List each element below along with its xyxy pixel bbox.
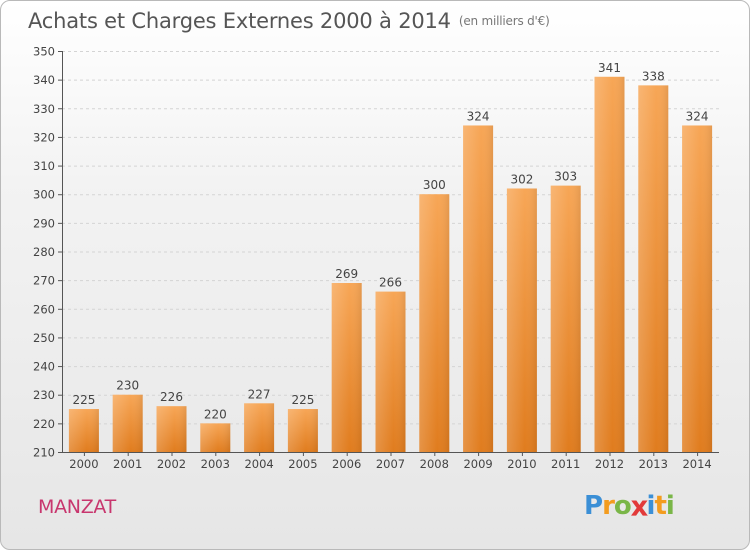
bar-shine (156, 406, 187, 452)
bar-shine (682, 125, 713, 452)
data-label: 225 (72, 393, 95, 407)
y-tick-label: 280 (33, 245, 55, 259)
x-tick-label: 2002 (157, 457, 186, 471)
bar-shine (506, 188, 537, 452)
x-tick-label: 2007 (376, 457, 405, 471)
y-tick-label: 240 (33, 360, 55, 374)
data-label: 341 (598, 61, 621, 75)
data-label: 225 (291, 393, 314, 407)
data-label: 300 (423, 178, 446, 192)
x-tick-label: 2014 (682, 457, 711, 471)
x-tick-label: 2005 (288, 457, 317, 471)
bar-shine (244, 403, 275, 452)
data-label: 338 (642, 69, 665, 83)
y-tick-label: 350 (33, 45, 55, 59)
bar-shine (550, 185, 581, 452)
bars (68, 76, 713, 453)
x-tick-label: 2006 (332, 457, 361, 471)
y-tick-label: 220 (33, 417, 55, 431)
labels: 210 220 230 240 250 260 270 280 290 300 310 320 330 3… (33, 45, 712, 472)
logo-letter: x (630, 491, 648, 523)
data-label: 226 (160, 390, 183, 404)
y-tick-label: 230 (33, 388, 55, 402)
data-label: 230 (116, 379, 139, 393)
bar-shine (287, 409, 318, 452)
logo-letter: i (665, 491, 675, 521)
bar-shine (331, 283, 362, 452)
data-label: 220 (204, 407, 227, 421)
chart-subtitle: (en milliers d'€) (458, 14, 550, 28)
bar-shine (112, 394, 143, 452)
bar-shine (463, 125, 494, 452)
bar-shine (638, 85, 669, 452)
data-label: 324 (467, 109, 490, 123)
x-tick-label: 2008 (420, 457, 449, 471)
y-tick-label: 290 (33, 216, 55, 230)
logo-letter: t (654, 491, 666, 521)
bar-shine (68, 409, 99, 452)
y-tick-label: 320 (33, 130, 55, 144)
y-tick-label: 310 (33, 159, 55, 173)
y-tick-label: 340 (33, 73, 55, 87)
logo-letter: r (602, 491, 615, 521)
y-tick-label: 260 (33, 302, 55, 316)
axes (58, 51, 719, 456)
x-tick-label: 2009 (463, 457, 492, 471)
data-label: 324 (686, 109, 709, 123)
logo-letter: P (584, 491, 603, 521)
y-tick-label: 330 (33, 102, 55, 116)
y-tick-label: 210 (33, 446, 55, 460)
x-tick-label: 2001 (113, 457, 142, 471)
y-tick-label: 270 (33, 274, 55, 288)
x-tick-label: 2003 (201, 457, 230, 471)
data-label: 269 (335, 267, 358, 281)
chart-title: Achats et Charges Externes 2000 à 2014 (e… (28, 9, 550, 33)
x-tick-label: 2012 (595, 457, 624, 471)
commune-name: MANZAT (38, 496, 116, 518)
x-tick-label: 2010 (507, 457, 536, 471)
x-tick-label: 2013 (639, 457, 668, 471)
data-label: 302 (510, 172, 533, 186)
data-label: 266 (379, 276, 402, 290)
logo-letter: i (646, 491, 656, 521)
y-tick-label: 300 (33, 188, 55, 202)
y-tick-label: 250 (33, 331, 55, 345)
proxiti-logo: Proxiti (584, 491, 675, 523)
chart-title-text: Achats et Charges Externes 2000 à 2014 (28, 9, 451, 33)
data-label: 303 (554, 170, 577, 184)
bar-shine (419, 194, 450, 452)
x-tick-label: 2000 (69, 457, 98, 471)
x-tick-label: 2004 (244, 457, 273, 471)
logo-letter: o (613, 491, 632, 521)
x-tick-label: 2011 (551, 457, 580, 471)
bar-shine (200, 423, 231, 452)
bar-shine (375, 291, 406, 452)
data-label: 227 (248, 387, 271, 401)
bar-shine (594, 76, 625, 453)
